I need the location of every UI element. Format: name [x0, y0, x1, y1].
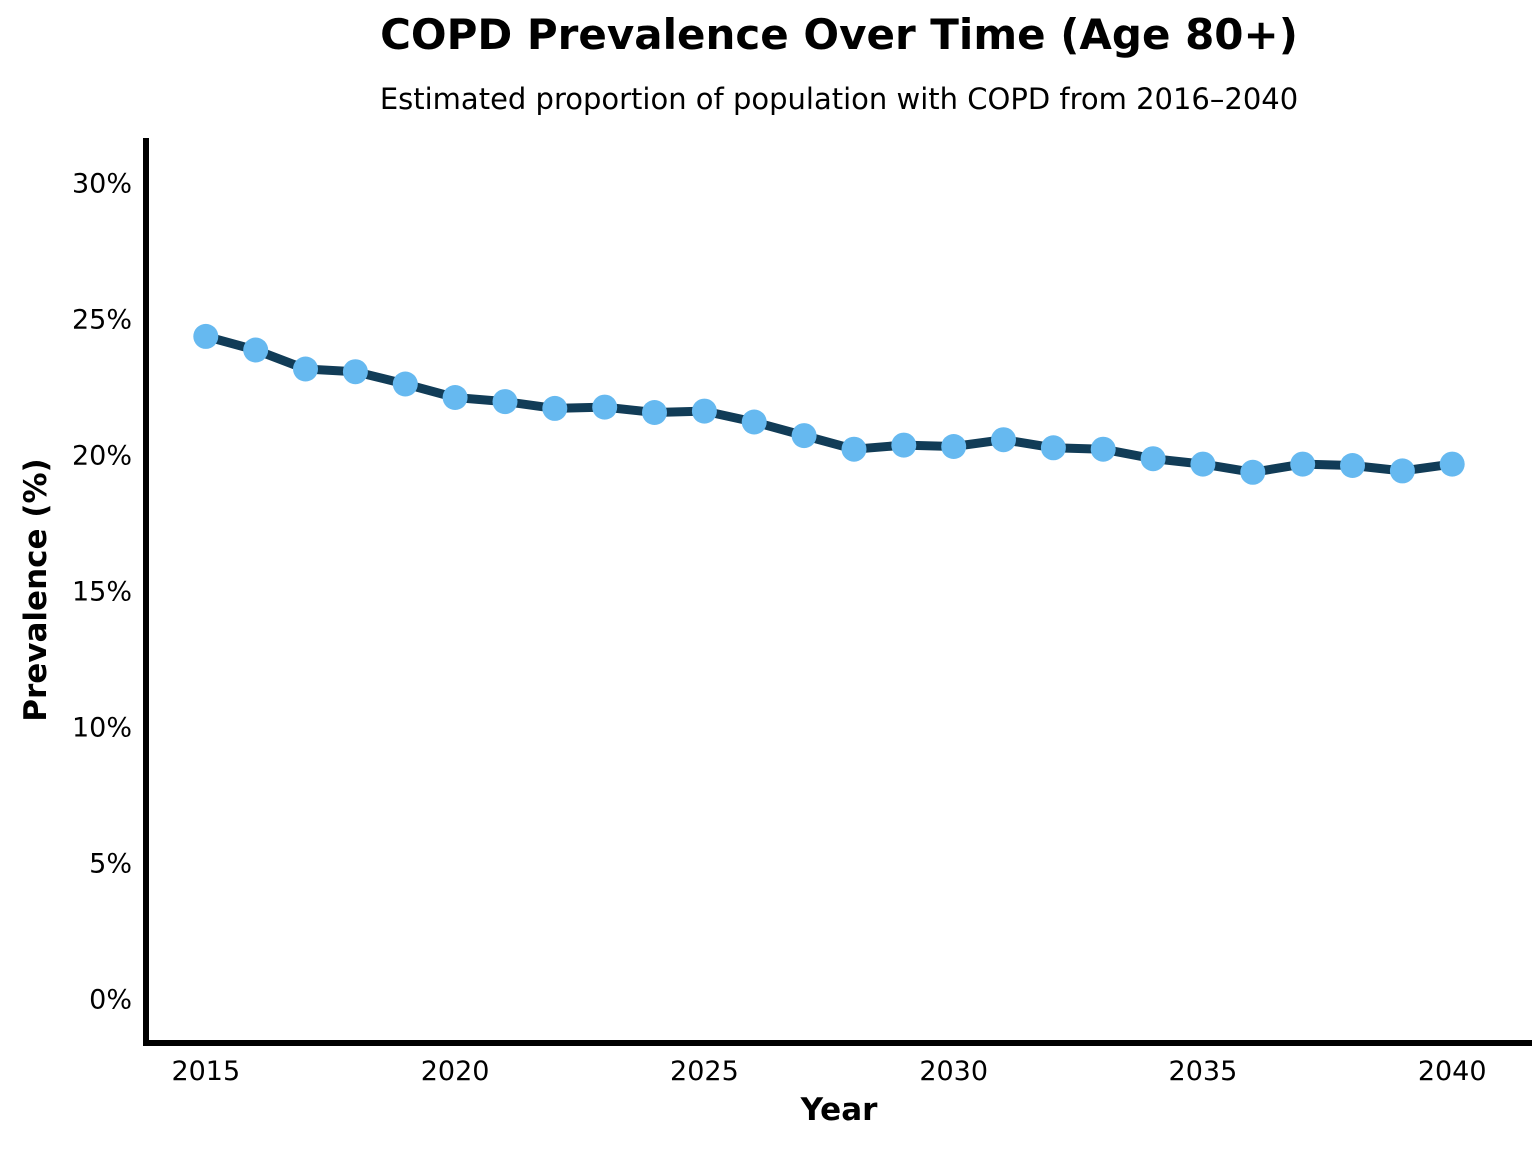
- data-point: [642, 400, 667, 425]
- chart-title: COPD Prevalence Over Time (Age 80+): [380, 10, 1298, 59]
- x-tick-label: 2035: [1168, 1056, 1238, 1087]
- data-point: [492, 389, 518, 415]
- data-point: [791, 423, 817, 449]
- chart-subtitle: Estimated proportion of population with …: [379, 82, 1299, 116]
- y-tick-label: 0%: [89, 984, 132, 1015]
- y-tick-label: 15%: [71, 576, 132, 608]
- data-point: [1090, 436, 1116, 462]
- data-point: [442, 385, 468, 410]
- x-tick-label: 2040: [1417, 1056, 1487, 1087]
- data-point: [243, 337, 269, 363]
- trend-line: [201, 331, 1457, 477]
- data-point: [293, 356, 318, 382]
- x-tick-label: 2030: [919, 1056, 989, 1087]
- data-point: [991, 427, 1016, 453]
- data-point: [1190, 451, 1216, 477]
- data-point: [1389, 458, 1415, 484]
- data-point: [1240, 459, 1266, 485]
- data-point: [841, 436, 867, 462]
- x-tick-label: 2025: [670, 1056, 739, 1087]
- data-point: [193, 323, 219, 349]
- y-tick-label: 30%: [71, 168, 132, 200]
- x-tick-label: 2020: [420, 1056, 490, 1087]
- data-point: [392, 371, 418, 397]
- data-point: [592, 394, 618, 420]
- data-point: [691, 398, 717, 424]
- y-tick-label: 25%: [71, 304, 132, 336]
- y-tick-label: 10%: [71, 712, 132, 744]
- data-point: [741, 409, 767, 435]
- data-point: [1040, 435, 1066, 461]
- data-point: [1290, 451, 1316, 477]
- x-tick-label: 2015: [171, 1056, 241, 1087]
- data-point: [1340, 453, 1365, 478]
- data-point: [1439, 451, 1465, 477]
- y-tick-label: 20%: [71, 440, 132, 472]
- data-point: [941, 434, 967, 459]
- data-point: [542, 395, 568, 421]
- x-axis-label: Year: [800, 1092, 878, 1128]
- data-point: [1140, 446, 1166, 472]
- data-point: [891, 432, 917, 458]
- data-point: [342, 359, 368, 385]
- y-tick-label: 5%: [89, 848, 132, 880]
